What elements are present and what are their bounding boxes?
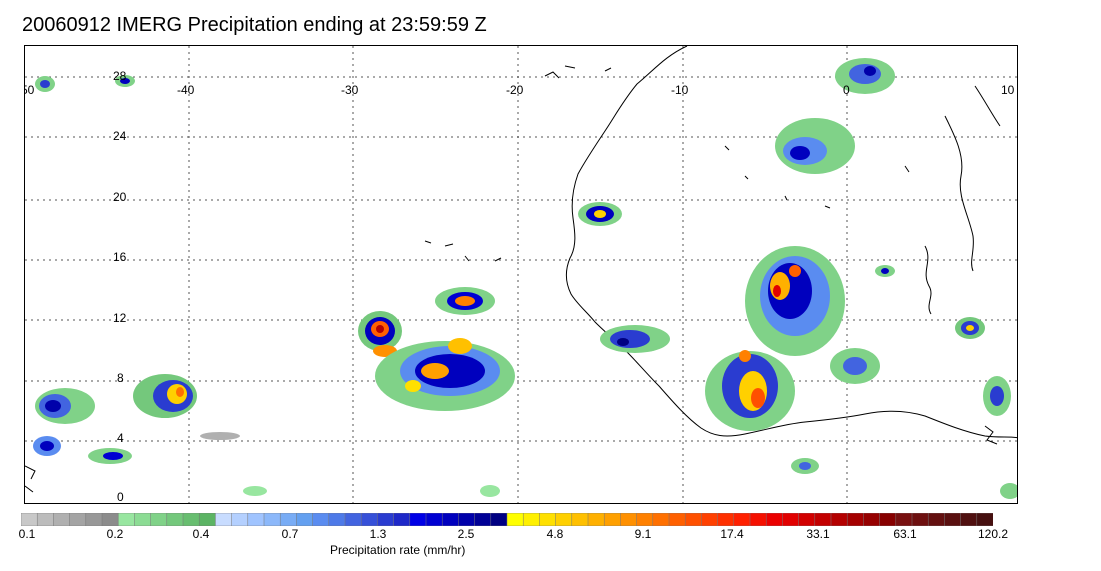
colorbar-swatch — [960, 513, 978, 526]
colorbar-swatch — [782, 513, 800, 526]
lon-label-10: 10 — [1001, 83, 1015, 97]
longitude-labels: -50 -40 -30 -20 -10 0 10 — [25, 83, 1015, 97]
colorbar-swatch — [668, 513, 686, 526]
cbar-tick-2: 0.4 — [192, 527, 210, 541]
colorbar-swatch — [344, 513, 362, 526]
colorbar-swatch — [765, 513, 783, 526]
lon-label-minus-10: -10 — [671, 83, 689, 97]
colorbar-swatch — [911, 513, 929, 526]
colorbar-swatch — [830, 513, 848, 526]
colorbar-swatch — [571, 513, 589, 526]
cbar-tick-9: 33.1 — [806, 527, 830, 541]
colorbar-swatch — [717, 513, 735, 526]
colorbar-swatch — [603, 513, 621, 526]
lat-label-4: 4 — [117, 431, 124, 445]
colorbar-swatch — [798, 513, 816, 526]
colorbar-swatch — [458, 513, 476, 526]
colorbar-swatch — [296, 513, 314, 526]
lon-label-minus-40: -40 — [177, 83, 195, 97]
colorbar-swatch — [895, 513, 913, 526]
cbar-tick-10: 63.1 — [893, 527, 917, 541]
lat-label-12: 12 — [113, 311, 127, 325]
colorbar-swatch — [701, 513, 719, 526]
colorbar-swatch — [231, 513, 249, 526]
colorbar-swatch — [684, 513, 702, 526]
latitude-labels: 28 24 20 16 12 8 4 0 — [113, 69, 127, 504]
colorbar-swatch — [393, 513, 411, 526]
cbar-tick-11: 120.2 — [977, 527, 1009, 541]
colorbar-swatch — [976, 513, 993, 526]
precipitation-map: 28 24 20 16 12 8 4 0 -50 -40 -30 -20 -10… — [24, 45, 1018, 504]
lat-label-0: 0 — [117, 490, 124, 504]
colorbar — [21, 513, 993, 526]
colorbar-swatch — [944, 513, 962, 526]
lat-label-8: 8 — [117, 371, 124, 385]
colorbar-swatch — [587, 513, 605, 526]
colorbar-swatch — [198, 513, 216, 526]
graticule — [25, 46, 1017, 503]
colorbar-swatch — [117, 513, 135, 526]
coastline — [25, 46, 1017, 493]
colorbar-swatch — [539, 513, 557, 526]
colorbar-swatch — [879, 513, 897, 526]
colorbar-tick-labels: 0.1 0.2 0.4 0.7 1.3 2.5 4.8 9.1 17.4 33.… — [0, 527, 1101, 543]
colorbar-swatch — [506, 513, 524, 526]
colorbar-swatch — [215, 513, 233, 526]
colorbar-swatch — [328, 513, 346, 526]
cbar-tick-1: 0.2 — [106, 527, 124, 541]
lon-label-0: 0 — [843, 83, 850, 97]
cbar-tick-6: 4.8 — [546, 527, 564, 541]
colorbar-swatch — [85, 513, 103, 526]
colorbar-swatch — [134, 513, 152, 526]
cbar-tick-4: 1.3 — [369, 527, 387, 541]
colorbar-swatch — [247, 513, 265, 526]
map-title: 20060912 IMERG Precipitation ending at 2… — [22, 14, 487, 36]
lat-label-20: 20 — [113, 190, 127, 204]
colorbar-swatch — [279, 513, 297, 526]
colorbar-swatch — [846, 513, 864, 526]
lon-label-minus-50: -50 — [25, 83, 35, 97]
colorbar-swatch — [101, 513, 119, 526]
lat-label-24: 24 — [113, 129, 127, 143]
lon-label-minus-30: -30 — [341, 83, 359, 97]
cbar-tick-3: 0.7 — [281, 527, 299, 541]
colorbar-swatch — [312, 513, 330, 526]
colorbar-swatch — [927, 513, 945, 526]
lat-label-28: 28 — [113, 69, 127, 83]
colorbar-swatch — [263, 513, 281, 526]
colorbar-swatch — [636, 513, 654, 526]
colorbar-swatch — [555, 513, 573, 526]
colorbar-swatch — [620, 513, 638, 526]
colorbar-swatch — [474, 513, 492, 526]
colorbar-swatch — [733, 513, 751, 526]
colorbar-swatch — [490, 513, 508, 526]
cbar-tick-5: 2.5 — [457, 527, 475, 541]
colorbar-swatch — [409, 513, 427, 526]
lon-label-minus-20: -20 — [506, 83, 524, 97]
colorbar-swatch — [69, 513, 87, 526]
lat-label-16: 16 — [113, 250, 127, 264]
precipitation-cells — [33, 58, 1017, 499]
colorbar-swatch — [522, 513, 540, 526]
colorbar-swatch — [166, 513, 184, 526]
colorbar-swatch — [377, 513, 395, 526]
colorbar-title: Precipitation rate (mm/hr) — [330, 543, 466, 557]
colorbar-swatch — [53, 513, 71, 526]
colorbar-swatch — [749, 513, 767, 526]
cbar-tick-8: 17.4 — [720, 527, 744, 541]
colorbar-swatch — [150, 513, 168, 526]
cbar-tick-0: 0.1 — [18, 527, 36, 541]
colorbar-swatch — [21, 513, 38, 526]
colorbar-swatch — [36, 513, 54, 526]
colorbar-swatch — [441, 513, 459, 526]
colorbar-swatch — [814, 513, 832, 526]
colorbar-swatch — [425, 513, 443, 526]
colorbar-swatch — [360, 513, 378, 526]
cbar-tick-7: 9.1 — [634, 527, 652, 541]
colorbar-swatch — [182, 513, 200, 526]
colorbar-swatch — [652, 513, 670, 526]
colorbar-swatch — [863, 513, 881, 526]
